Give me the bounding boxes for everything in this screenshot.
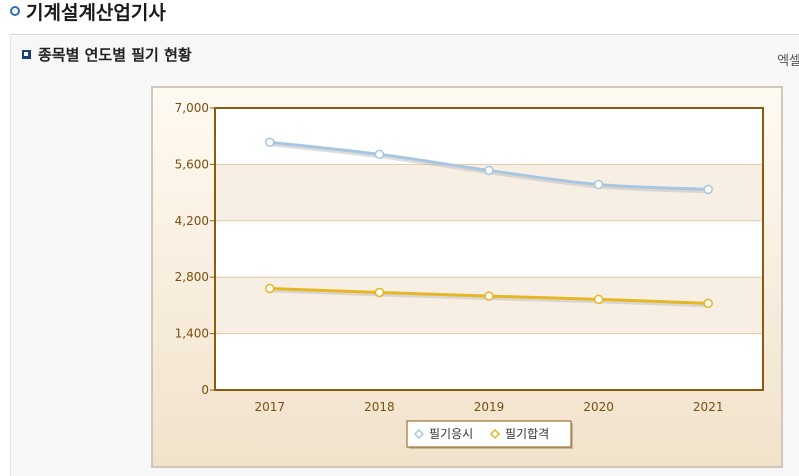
y-tick-label: 2,800 [175,270,209,284]
legend-label: 필기합격 [505,427,549,441]
data-point [374,149,385,160]
y-tick-label: 1,400 [175,327,209,341]
legend-box [406,420,572,448]
plot-border [214,107,764,391]
legend-label: 필기응시 [429,427,473,441]
data-point [703,184,713,195]
excel-download-link[interactable]: 엑셀 [777,54,799,69]
chart-frame: 0 1,400 2,800 4,200 5,600 7,000 2017 2018 2019 20… [151,86,783,468]
legend-marker-icon [489,428,501,440]
page-title-text: 기계설계산업기사 [26,1,166,24]
data-point [484,291,494,301]
data-point [374,287,385,298]
section-title: 종목별 연도별 필기 현황 [22,44,192,65]
title-divider [10,34,799,35]
data-point [265,137,275,147]
y-tick-label: 0 [201,383,209,397]
data-point [593,179,604,190]
x-tick-label: 2018 [364,400,395,414]
section-title-text: 종목별 연도별 필기 현황 [38,46,192,64]
data-point [265,283,275,294]
data-point [484,165,494,176]
x-tick-label: 2017 [255,400,286,414]
x-tick-label: 2021 [693,400,724,414]
x-tick-label: 2020 [583,400,614,414]
data-point [703,298,713,309]
data-point [593,294,604,305]
page-title: 기계설계산업기사 [10,0,166,24]
circle-bullet-icon [10,6,20,16]
square-bullet-icon [22,50,31,59]
legend-marker-icon [413,428,425,440]
y-tick-label: 7,000 [175,101,209,115]
plot-background [215,108,763,390]
y-tick-label: 4,200 [175,214,209,228]
line-chart: 0 1,400 2,800 4,200 5,600 7,000 2017 2018 2019 20… [175,101,764,449]
y-tick-label: 5,600 [175,157,209,171]
x-tick-label: 2019 [474,400,505,414]
